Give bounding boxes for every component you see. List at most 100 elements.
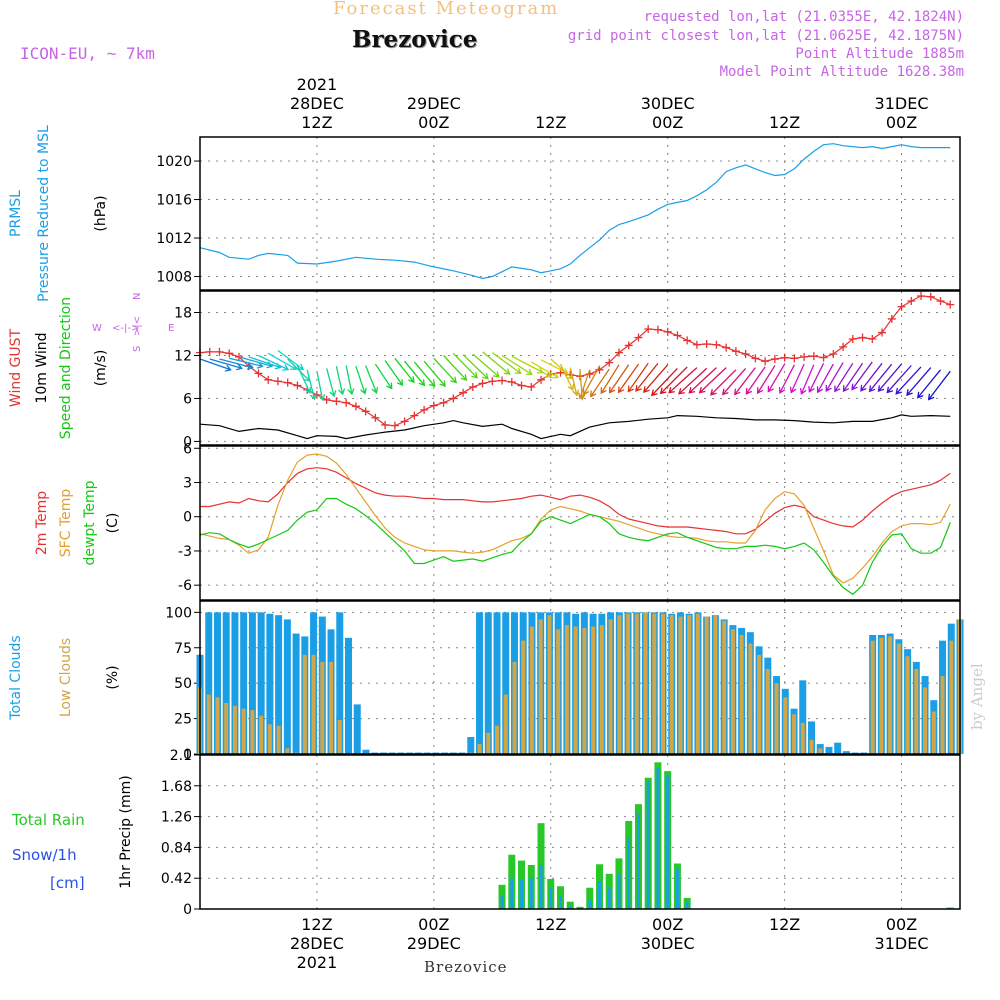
bar-low-clouds <box>896 643 901 754</box>
wind-direction-arrow <box>721 367 747 396</box>
wind-direction-arrow <box>345 365 355 396</box>
gust-marker <box>205 347 214 356</box>
gust-marker <box>283 378 292 387</box>
bar-low-clouds <box>337 720 342 754</box>
gust-marker <box>868 334 877 343</box>
wind-direction-arrow <box>219 358 254 370</box>
gust-marker <box>342 398 351 407</box>
time-label-bottom: 2021 <box>297 953 338 972</box>
wind-direction-arrow <box>659 366 688 395</box>
bar-low-clouds <box>809 739 814 754</box>
wind-direction-arrow <box>886 365 912 394</box>
wind-direction-arrow <box>394 357 415 384</box>
bar-low-clouds <box>617 615 622 754</box>
bar-low-clouds <box>704 616 709 754</box>
gust-marker <box>702 340 711 349</box>
time-label-bottom: 12Z <box>769 915 800 934</box>
wind-direction-arrow <box>916 369 942 399</box>
time-label-top: 00Z <box>886 113 917 132</box>
gust-marker <box>722 343 731 352</box>
bar-snow-1h <box>559 895 563 909</box>
bar-total-clouds <box>502 612 510 754</box>
bar-low-clouds <box>634 613 639 754</box>
panel-frame <box>199 290 961 446</box>
gust-marker <box>907 297 916 306</box>
gust-marker <box>390 421 399 430</box>
precip-label: Snow/1h <box>12 846 77 864</box>
panel-label: 10m Wind <box>34 332 50 403</box>
wind-direction-arrow <box>868 363 893 393</box>
bar-snow-1h <box>636 813 640 909</box>
bar-snow-1h <box>539 865 543 909</box>
y-tick-label: 0 <box>183 747 192 763</box>
wind-direction-arrow <box>423 360 446 387</box>
wind-direction-arrow <box>825 362 844 392</box>
y-tick-label: 6 <box>183 441 192 457</box>
bar-low-clouds <box>486 732 491 754</box>
time-label-bottom: 29DEC <box>407 934 461 953</box>
bar-low-clouds <box>477 744 482 754</box>
y-tick-label: 0.84 <box>161 840 192 856</box>
bar-low-clouds <box>241 708 246 754</box>
bar-low-clouds <box>547 615 552 754</box>
wind-direction-arrow <box>851 361 873 391</box>
bar-low-clouds <box>765 669 770 754</box>
wind-direction-arrow <box>927 370 951 401</box>
gust-marker <box>537 375 546 384</box>
wind-direction-arrow <box>491 352 522 375</box>
panel-label: Total Clouds <box>8 635 24 720</box>
bar-total-clouds <box>275 615 283 754</box>
y-tick-label: 1.68 <box>161 779 192 795</box>
bar-snow-1h <box>520 879 524 909</box>
bar-low-clouds <box>905 656 910 754</box>
wind-direction-arrow <box>433 357 457 384</box>
bar-low-clouds <box>739 635 744 754</box>
gust-marker <box>790 354 799 363</box>
gust-marker <box>731 347 740 356</box>
gust-marker <box>683 336 692 345</box>
y-tick-label: 1012 <box>156 231 192 247</box>
wind-direction-arrow <box>578 369 591 400</box>
wind-direction-arrow <box>757 365 776 395</box>
gust-marker <box>926 292 935 301</box>
wind-direction-arrow <box>808 363 825 393</box>
gust-marker <box>468 382 477 391</box>
gust-marker <box>917 292 926 301</box>
bar-low-clouds <box>949 640 954 754</box>
wind-direction-arrow <box>906 367 932 396</box>
bar-low-clouds <box>495 725 500 754</box>
bar-total-clouds <box>345 637 353 754</box>
y-tick-label: 2.1 <box>170 748 192 764</box>
panel-temperature <box>194 445 961 601</box>
gust-marker <box>507 377 516 386</box>
panel-label: PRMSL <box>8 190 24 237</box>
y-tick-label: 1.26 <box>161 810 192 826</box>
bar-snow-1h <box>646 780 650 909</box>
bar-low-clouds <box>923 687 928 754</box>
bar-total-rain <box>576 906 584 909</box>
wind-direction-arrow <box>413 361 436 388</box>
time-label-bottom: 28DEC <box>290 934 344 953</box>
bar-low-clouds <box>774 683 779 754</box>
wind-direction-arrow <box>789 363 805 394</box>
time-label-top: 00Z <box>418 113 449 132</box>
gust-marker <box>946 300 955 309</box>
bar-low-clouds <box>302 654 307 754</box>
bar-snow-1h <box>675 868 679 909</box>
gust-marker <box>264 375 273 384</box>
wind-direction-arrow <box>501 354 533 375</box>
wind-direction-arrow <box>229 357 264 369</box>
gust-marker <box>351 402 360 411</box>
gust-marker <box>225 349 234 358</box>
gust-marker <box>712 340 721 349</box>
bar-low-clouds <box>652 613 657 754</box>
gust-marker <box>741 350 750 359</box>
bar-total-clouds <box>476 612 484 754</box>
bar-low-clouds <box>538 619 543 754</box>
bar-low-clouds <box>713 615 718 754</box>
bar-low-clouds <box>669 615 674 754</box>
bar-low-clouds <box>695 613 700 754</box>
gust-marker <box>527 382 536 391</box>
bar-low-clouds <box>573 626 578 754</box>
gust-marker <box>234 352 243 361</box>
